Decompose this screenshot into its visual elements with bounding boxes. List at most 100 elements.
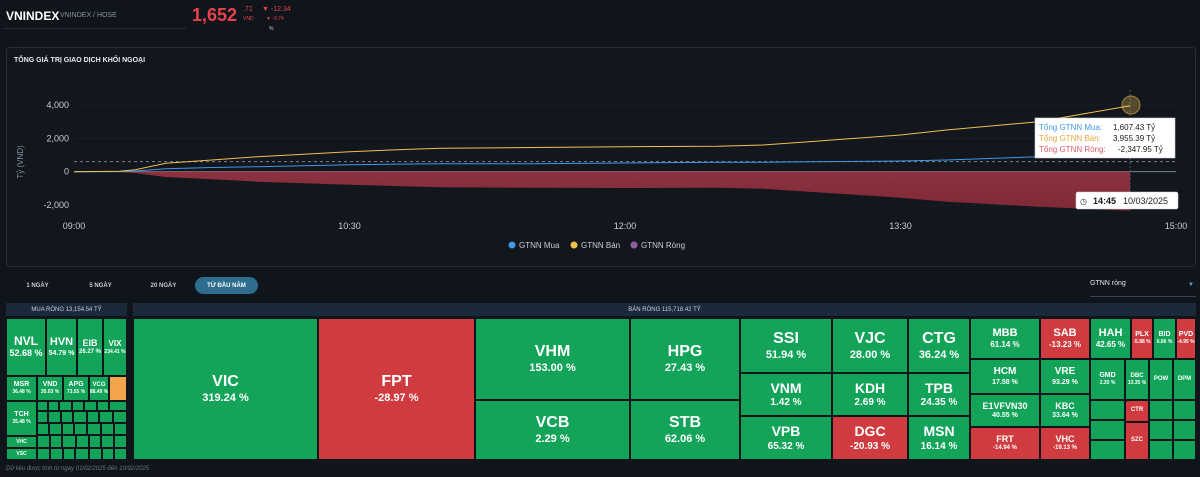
legend-sell-label[interactable]: GTNN Bán <box>581 241 620 250</box>
treemap-mini-cell[interactable] <box>1149 400 1173 420</box>
treemap-cell-vnd[interactable]: VND 30.03 % <box>37 376 63 401</box>
treemap-mini-cell[interactable] <box>87 423 101 435</box>
treemap-cell-vsc[interactable]: VSC <box>6 448 37 460</box>
treemap-mini-cell[interactable] <box>1090 420 1125 440</box>
treemap-mini-cell[interactable] <box>101 435 114 448</box>
treemap-cell-kdh[interactable]: KDH 2.69 % <box>832 373 908 416</box>
legend-net-label[interactable]: GTNN Ròng <box>641 241 685 250</box>
treemap-cell-vpb[interactable]: VPB 65.32 % <box>740 416 832 460</box>
treemap-cell-pow[interactable]: POW <box>1149 359 1173 400</box>
treemap-cell-vhc[interactable]: VHC -19.13 % <box>1040 427 1090 460</box>
treemap-cell-ctr[interactable]: CTR <box>1125 400 1149 422</box>
treemap-cell-hpg[interactable]: HPG 27.43 % <box>630 318 740 400</box>
treemap-mini-cell[interactable] <box>74 423 87 435</box>
treemap-mini-cell[interactable] <box>1125 400 1127 402</box>
treemap-mini-cell[interactable] <box>50 448 63 460</box>
treemap-mini-cell[interactable] <box>87 411 99 423</box>
treemap-cell-kbc[interactable]: KBC 33.64 % <box>1040 394 1090 427</box>
treemap-cell-dpm[interactable]: DPM <box>1173 359 1196 400</box>
treemap-mini-cell[interactable] <box>50 435 62 448</box>
treemap-cell-vhc[interactable]: VHC <box>6 436 37 448</box>
treemap-mini-cell[interactable] <box>99 411 113 423</box>
treemap-cell-vcg[interactable]: VCG 88.49 % <box>89 376 109 401</box>
treemap-mini-cell[interactable] <box>48 401 59 411</box>
treemap-mini-cell[interactable] <box>84 401 97 411</box>
metric-select[interactable]: GTNN ròng ▼ <box>1090 280 1196 297</box>
treemap-mini-cell[interactable] <box>72 401 84 411</box>
treemap-mini-cell[interactable] <box>75 448 89 460</box>
treemap-cell-vjc[interactable]: VJC 28.00 % <box>832 318 908 373</box>
treemap-mini-cell[interactable] <box>62 423 74 435</box>
treemap-mini-cell[interactable] <box>76 435 89 448</box>
tab-year-to-date[interactable]: TỪ ĐẦU NĂM <box>195 277 258 294</box>
treemap-mini-cell[interactable] <box>37 401 48 411</box>
treemap-cell-pvd[interactable]: PVD -4.95 % <box>1176 318 1196 359</box>
treemap-cell-hcm[interactable]: HCM 17.58 % <box>970 359 1040 394</box>
treemap-cell-vhm[interactable]: VHM 153.00 % <box>475 318 630 400</box>
treemap-mini-cell[interactable] <box>1090 400 1125 420</box>
treemap-mini-cell[interactable] <box>1090 440 1125 460</box>
treemap-mini-cell[interactable] <box>61 411 73 423</box>
treemap-mini-cell[interactable] <box>37 435 50 448</box>
foreign-trading-chart[interactable]: Tỷ (VND) 4,000 2,000 0 -2,000 09:00 10:30 12:0… <box>0 0 1200 270</box>
treemap-mini-cell[interactable] <box>114 423 127 435</box>
treemap-mini-cell[interactable] <box>37 423 49 435</box>
treemap-mini-cell[interactable] <box>62 435 76 448</box>
treemap-mini-cell[interactable] <box>63 448 75 460</box>
treemap-cell-bid[interactable]: BID 6.66 % <box>1153 318 1176 359</box>
treemap-cell-dgc[interactable]: DGC -20.93 % <box>832 416 908 460</box>
treemap-mini-cell[interactable] <box>73 411 87 423</box>
tab-20-days[interactable]: 20 NGÀY <box>150 282 177 289</box>
treemap-mini-cell[interactable] <box>89 448 102 460</box>
treemap-mini-cell[interactable] <box>101 423 114 435</box>
treemap-cell-vnm[interactable]: VNM 1.42 % <box>740 373 832 416</box>
treemap-cell-msr[interactable]: MSR 36.48 % <box>6 376 37 401</box>
treemap-cell-apg[interactable]: APG 73.55 % <box>63 376 89 401</box>
treemap-mini-cell[interactable] <box>48 411 61 423</box>
treemap-ticker: VRE <box>1054 365 1076 377</box>
treemap-cell-e1vfvn30[interactable]: E1VFVN30 40.55 % <box>970 394 1040 427</box>
treemap-mini-cell[interactable] <box>114 435 127 448</box>
treemap-mini-cell[interactable] <box>109 376 127 401</box>
treemap-mini-cell[interactable] <box>102 448 114 460</box>
treemap-cell-tch[interactable]: TCH 35.48 % <box>6 401 37 436</box>
treemap-cell-nvl[interactable]: NVL 52.68 % <box>6 318 46 376</box>
treemap-mini-cell[interactable] <box>1173 440 1196 460</box>
treemap-mini-cell[interactable] <box>49 423 62 435</box>
treemap-cell-dbc[interactable]: DBC 13.35 % <box>1125 359 1149 400</box>
treemap-cell-hah[interactable]: HAH 42.65 % <box>1090 318 1131 359</box>
treemap-cell-vre[interactable]: VRE 93.29 % <box>1040 359 1090 394</box>
legend-buy-label[interactable]: GTNN Mua <box>519 241 560 250</box>
treemap-cell-vic[interactable]: VIC 319.24 % <box>133 318 318 460</box>
treemap-mini-cell[interactable] <box>37 411 48 423</box>
treemap-cell-stb[interactable]: STB 62.06 % <box>630 400 740 460</box>
treemap-mini-cell[interactable] <box>1149 440 1173 460</box>
treemap-mini-cell[interactable] <box>1173 420 1196 440</box>
treemap-cell-fpt[interactable]: FPT -28.97 % <box>318 318 475 460</box>
treemap-cell-sab[interactable]: SAB -13.23 % <box>1040 318 1090 359</box>
treemap-mini-cell[interactable] <box>114 448 127 460</box>
treemap-mini-cell[interactable] <box>59 401 72 411</box>
treemap-cell-hvn[interactable]: HVN 54.79 % <box>46 318 77 376</box>
treemap-cell-szc[interactable]: SZC <box>1125 422 1149 460</box>
treemap-cell-msn[interactable]: MSN 16.14 % <box>908 416 970 460</box>
treemap-cell-gmd[interactable]: GMD 2.20 % <box>1090 359 1125 400</box>
treemap-mini-cell[interactable] <box>1149 420 1173 440</box>
treemap-cell-plx[interactable]: PLX -5.88 % <box>1131 318 1153 359</box>
treemap-cell-tpb[interactable]: TPB 24.35 % <box>908 373 970 416</box>
treemap-mini-cell[interactable] <box>37 448 50 460</box>
tab-5-days[interactable]: 5 NGÀY <box>89 282 112 289</box>
treemap-mini-cell[interactable] <box>89 435 101 448</box>
treemap-cell-ctg[interactable]: CTG 36.24 % <box>908 318 970 373</box>
treemap-cell-vcb[interactable]: VCB 2.29 % <box>475 400 630 460</box>
treemap-cell-ssi[interactable]: SSI 51.94 % <box>740 318 832 373</box>
treemap-cell-mbb[interactable]: MBB 61.14 % <box>970 318 1040 359</box>
tab-1-day[interactable]: 1 NGÀY <box>26 282 49 289</box>
treemap-mini-cell[interactable] <box>109 401 127 411</box>
treemap-cell-vix[interactable]: VIX 234.41 % <box>103 318 127 376</box>
treemap-cell-frt[interactable]: FRT -14.94 % <box>970 427 1040 460</box>
treemap-mini-cell[interactable] <box>113 411 127 423</box>
treemap-cell-eib[interactable]: EIB 26.27 % <box>77 318 103 376</box>
treemap-mini-cell[interactable] <box>1173 400 1196 420</box>
treemap-mini-cell[interactable] <box>97 401 109 411</box>
